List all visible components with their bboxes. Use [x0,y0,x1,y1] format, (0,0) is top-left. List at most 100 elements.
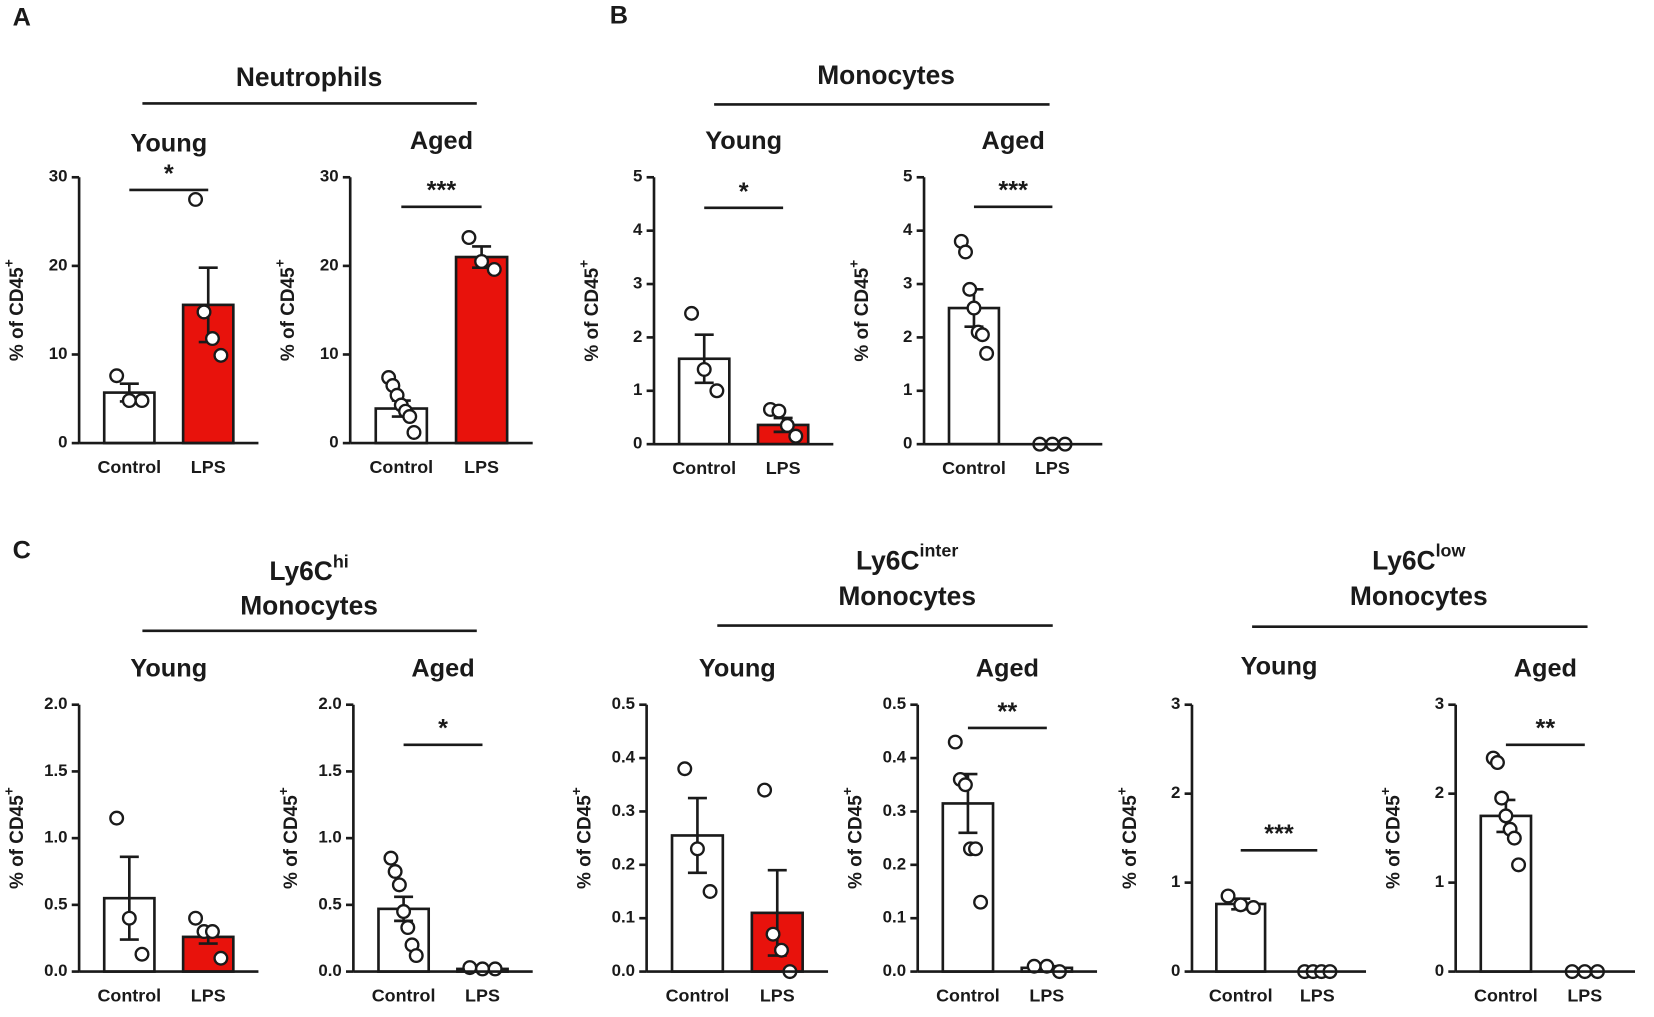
data-point [709,383,725,399]
x-tick-label: LPS [766,458,801,478]
data-point [1494,790,1510,806]
y-tick-label: 5 [633,167,642,186]
y-tick-label: 0 [1171,961,1180,980]
y-tick-label: 2 [1171,783,1180,802]
x-tick-label: Control [1209,986,1273,1006]
y-tick-label: 0.0 [44,961,67,980]
group-title-text: Ly6C [1372,545,1435,575]
chart-title: Aged [411,655,474,683]
y-axis-label: % of CD45+ [846,260,873,362]
x-tick-label: LPS [1035,458,1070,478]
group-title-text: Ly6C [856,545,919,575]
bar [1215,902,1267,973]
chart-title: Young [130,129,207,157]
y-tick-label: 3 [633,273,642,292]
y-tick-label: 30 [320,167,339,186]
x-tick-label: Control [97,457,161,477]
y-tick-label: 20 [320,255,339,274]
data-point [396,904,412,920]
y-axis-label-text: % of CD45 [846,795,867,889]
y-axis-label: % of CD45+ [272,259,299,361]
y-tick-label: 1 [1435,872,1444,891]
group-title-line2: Monocytes [1350,581,1488,611]
data-point [973,894,989,910]
y-axis-label-text: % of CD45 [582,267,603,361]
y-axis-label-superscript: + [846,260,861,268]
error-bar [687,796,707,875]
data-point [213,950,229,966]
y-tick-label: 1.5 [318,761,341,780]
data-point [966,300,982,316]
data-point [109,810,125,826]
data-point [188,910,204,926]
data-point [400,920,416,936]
y-tick-label: 1 [903,380,912,399]
significance-label: * [164,160,174,188]
data-point [204,331,220,347]
group-title-superscript: low [1436,540,1466,560]
data-point [474,253,490,269]
y-tick-label: 10 [320,344,339,363]
data-point [962,281,978,297]
y-tick-label: 0 [58,433,67,452]
significance-label: ** [998,698,1018,726]
data-point [1233,897,1249,913]
data-point [765,926,781,942]
y-tick-label: 0.0 [883,961,906,980]
y-axis-label-superscript: + [840,787,855,795]
y-axis-label-text: % of CD45 [574,795,595,889]
chart-title: Aged [1514,655,1577,683]
y-axis-label-text: % of CD45 [7,795,28,889]
x-tick-label: LPS [1567,986,1602,1006]
data-point [486,261,502,277]
group-title-text: Ly6C [269,556,332,586]
group-title-superscript: hi [333,551,349,571]
y-axis-label: % of CD45+ [1378,787,1405,889]
data-point [134,393,150,409]
x-tick-label: LPS [1029,986,1064,1006]
y-tick-label: 0.3 [883,801,906,820]
y-axis-label-text: % of CD45 [1384,795,1405,889]
x-tick-label: LPS [191,457,226,477]
y-tick-label: 0.5 [612,694,635,713]
data-point [204,924,220,940]
x-tick-label: Control [942,458,1006,478]
x-tick-label: LPS [191,986,226,1006]
group-title-text: Neutrophils [236,62,382,92]
data-point [757,782,773,798]
y-tick-label: 0.2 [883,854,906,873]
data-point [696,361,712,377]
y-tick-label: 0.1 [883,908,906,927]
data-point [1245,900,1261,916]
data-point [689,841,705,857]
data-point [677,761,693,777]
y-axis-label-text: % of CD45 [1120,795,1141,889]
y-tick-label: 2 [903,327,912,346]
data-point [788,428,804,444]
group-title-line2: Monocytes [838,581,976,611]
data-point [958,244,974,260]
group-title-text: Monocytes [817,60,955,90]
panel-label: B [610,2,628,30]
panel-label: C [13,536,31,564]
y-axis-label-text: % of CD45 [281,795,302,889]
y-axis-label: % of CD45+ [1114,787,1141,889]
data-point [702,884,718,900]
significance-label: ** [1535,715,1555,743]
y-tick-label: 3 [1435,694,1444,713]
significance-label: *** [427,177,457,205]
y-axis-label-superscript: + [275,787,290,795]
y-tick-label: 0 [633,434,642,453]
y-tick-label: 5 [903,167,912,186]
y-axis-label: % of CD45+ [569,787,596,889]
x-tick-label: Control [936,986,1000,1006]
x-tick-label: Control [672,458,736,478]
significance-label: *** [998,177,1028,205]
y-tick-label: 0.5 [44,894,67,913]
y-tick-label: 2.0 [318,694,341,713]
data-point [121,910,137,926]
x-tick-label: Control [369,457,433,477]
y-tick-label: 0 [329,433,338,452]
data-point [387,864,403,879]
chart-title: Young [130,655,207,683]
